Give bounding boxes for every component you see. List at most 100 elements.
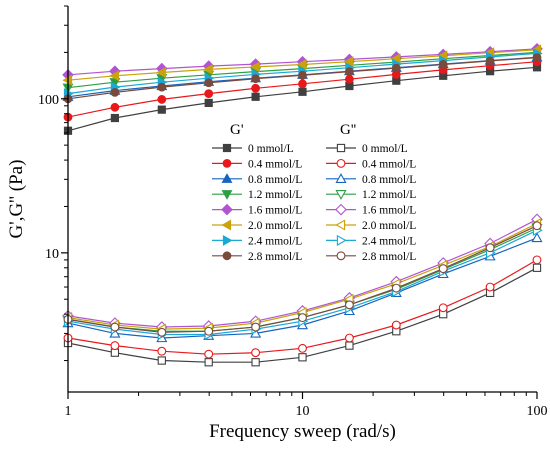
data-point-storage-0-4 xyxy=(251,92,260,101)
data-point-loss-8-3 xyxy=(204,358,213,367)
x-tick-label: 100 xyxy=(527,404,548,419)
data-point-storage-1-6 xyxy=(345,74,354,84)
legend-header-loss-modulus: G'' xyxy=(340,122,357,138)
data-point-loss-8-1 xyxy=(110,348,120,357)
legend-header-storage-modulus: G' xyxy=(230,122,244,138)
data-point-storage-1-5 xyxy=(298,79,307,89)
data-point-loss-9-2 xyxy=(157,346,167,356)
data-point-loss-15-2 xyxy=(157,327,167,337)
data-point-loss-15-1 xyxy=(110,322,120,332)
legend-label-storage-3: 1.2 mmol/L xyxy=(248,189,302,201)
legend-label-loss-4: 1.6 mmol/L xyxy=(362,205,416,217)
legend-label-storage-7: 2.8 mmol/L xyxy=(248,251,302,263)
legend-marker-storage-3 xyxy=(221,190,233,200)
data-point-loss-15-6 xyxy=(344,300,354,310)
data-point-loss-8-6 xyxy=(345,341,354,350)
data-point-loss-15-9 xyxy=(485,243,495,253)
data-point-loss-15-5 xyxy=(298,313,307,323)
y-tick-label: 10 xyxy=(45,247,59,262)
data-point-storage-5-3 xyxy=(203,63,213,75)
legend-marker-storage-7 xyxy=(222,251,232,261)
data-point-storage-7-1 xyxy=(110,87,120,97)
data-point-storage-0-1 xyxy=(110,113,120,123)
legend-label-storage-1: 0.4 mmol/L xyxy=(248,158,302,170)
legend-marker-storage-1 xyxy=(222,159,232,168)
legend-marker-loss-6 xyxy=(336,234,347,246)
data-point-storage-7-9 xyxy=(485,56,495,66)
legend-label-loss-3: 1.2 mmol/L xyxy=(362,189,416,201)
legend-marker-loss-2 xyxy=(335,173,347,183)
data-point-storage-7-7 xyxy=(391,63,401,73)
data-point-storage-7-3 xyxy=(204,78,214,88)
data-point-loss-9-3 xyxy=(204,349,214,359)
legend-label-loss-1: 0.4 mmol/L xyxy=(362,158,416,170)
legend-label-storage-0: 0 mmol/L xyxy=(248,143,294,155)
data-point-storage-0-5 xyxy=(298,87,307,96)
data-point-storage-1-2 xyxy=(157,95,167,104)
data-point-storage-7-2 xyxy=(157,82,167,92)
legend-marker-loss-1 xyxy=(336,158,346,168)
legend-label-storage-4: 1.6 mmol/L xyxy=(248,205,302,217)
data-point-loss-9-4 xyxy=(251,348,261,358)
axes: 1 10 100 10 100 xyxy=(38,5,548,419)
legend-label-loss-6: 2.4 mmol/L xyxy=(362,235,416,247)
legend-label-loss-2: 0.8 mmol/L xyxy=(362,174,416,186)
legend-marker-loss-0 xyxy=(336,143,346,153)
data-point-storage-5-6 xyxy=(343,56,354,68)
data-point-loss-9-7 xyxy=(391,320,401,330)
legend-label-storage-5: 2.0 mmol/L xyxy=(248,220,302,232)
data-point-loss-8-5 xyxy=(298,353,307,362)
data-point-storage-7-6 xyxy=(345,67,354,77)
data-point-storage-1-1 xyxy=(110,102,120,112)
data-point-storage-5-4 xyxy=(249,61,260,73)
data-point-storage-5-1 xyxy=(109,70,120,82)
legend-marker-storage-2 xyxy=(221,173,233,183)
x-tick-label: 10 xyxy=(296,404,310,419)
data-point-storage-7-5 xyxy=(298,70,307,80)
data-point-loss-15-8 xyxy=(438,264,448,274)
data-point-storage-1-3 xyxy=(204,89,214,99)
legend: G' G'' 0 mmol/L 0.4 mmol/L 0.8 mmol/L 1.2 m… xyxy=(212,122,416,263)
data-point-storage-0-3 xyxy=(204,98,213,108)
data-point-storage-1-4 xyxy=(251,83,261,93)
legend-label-loss-7: 2.8 mmol/L xyxy=(362,251,416,263)
legend-label-loss-0: 0 mmol/L xyxy=(362,143,408,155)
data-point-loss-9-1 xyxy=(110,341,120,351)
data-point-loss-8-4 xyxy=(251,358,260,367)
data-point-storage-7-8 xyxy=(438,60,448,69)
data-point-loss-8-2 xyxy=(157,356,166,365)
data-point-loss-15-7 xyxy=(391,283,401,293)
x-tick-label: 1 xyxy=(65,404,72,419)
x-axis-title: Frequency sweep (rad/s) xyxy=(209,421,396,442)
data-point-loss-9-9 xyxy=(485,282,495,292)
data-point-storage-7-4 xyxy=(251,74,261,84)
legend-marker-loss-4 xyxy=(335,203,347,216)
legend-label-storage-2: 0.8 mmol/L xyxy=(248,174,302,186)
data-point-loss-9-8 xyxy=(438,303,448,313)
data-point-loss-9-5 xyxy=(298,343,307,353)
legend-marker-loss-5 xyxy=(335,219,346,231)
y-tick-label: 100 xyxy=(38,93,59,108)
data-point-loss-15-3 xyxy=(204,326,214,336)
plot-markers xyxy=(62,42,543,367)
data-point-storage-5-5 xyxy=(296,58,307,70)
legend-marker-storage-0 xyxy=(222,143,232,153)
legend-marker-loss-7 xyxy=(336,251,346,261)
data-point-loss-10-10 xyxy=(531,232,543,243)
data-point-loss-9-10 xyxy=(532,255,542,265)
data-point-loss-15-4 xyxy=(251,322,261,332)
data-point-loss-8-10 xyxy=(532,263,542,272)
legend-label-loss-5: 2.0 mmol/L xyxy=(362,220,416,232)
data-point-storage-7-10 xyxy=(532,53,542,63)
data-point-loss-9-6 xyxy=(344,333,354,343)
legend-marker-storage-4 xyxy=(221,203,233,216)
data-point-storage-0-2 xyxy=(157,105,166,114)
legend-label-storage-6: 2.4 mmol/L xyxy=(248,235,302,247)
data-point-storage-5-2 xyxy=(156,67,166,78)
data-point-loss-15-10 xyxy=(532,221,542,231)
legend-marker-storage-6 xyxy=(222,234,233,246)
legend-marker-storage-5 xyxy=(221,219,232,231)
y-axis-title: G',G'' (Pa) xyxy=(6,160,27,239)
